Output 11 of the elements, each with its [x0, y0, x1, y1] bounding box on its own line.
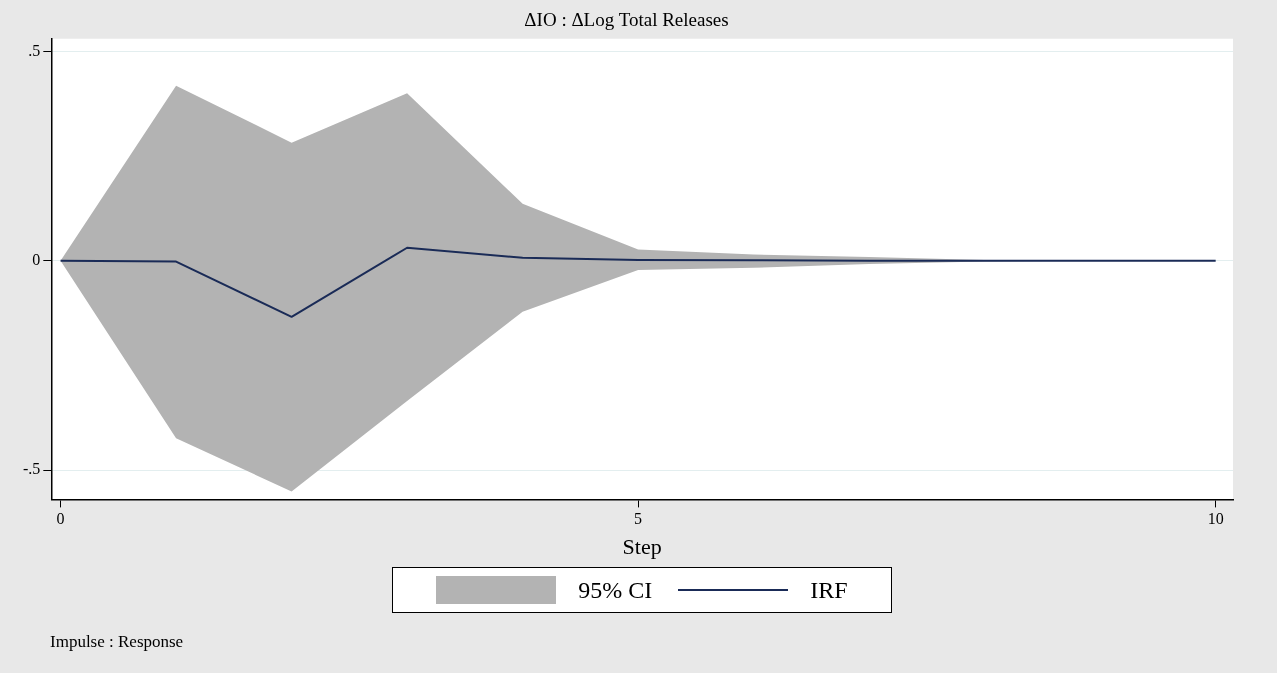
x-axis-title: Step: [622, 533, 662, 559]
x-tick-label: 0: [56, 510, 65, 528]
y-tick-label: .5: [28, 41, 41, 59]
legend-label: IRF: [810, 576, 848, 604]
y-tick-label: 0: [32, 250, 41, 268]
x-tick-label: 5: [634, 510, 643, 528]
y-tick-label: -.5: [23, 460, 41, 478]
x-tick-label: 10: [1207, 510, 1224, 528]
text: Impulse : Response: [50, 632, 184, 652]
text: 95% CI: [578, 576, 653, 604]
chart-title: ΔIO : ΔLog Total Releases: [524, 9, 729, 31]
